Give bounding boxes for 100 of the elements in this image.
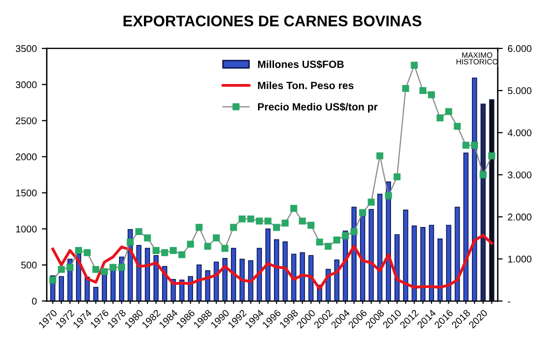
y-tick-label: 2500 (16, 117, 37, 124)
bar (144, 248, 150, 302)
point (273, 224, 280, 231)
point (342, 232, 349, 240)
point (368, 198, 375, 206)
y-tick-label: 3000 (16, 81, 37, 88)
bar (230, 248, 236, 302)
y-tick-label: 1500 (16, 190, 37, 196)
point (290, 204, 298, 212)
point (256, 218, 263, 225)
bar (463, 152, 468, 302)
point (230, 224, 237, 231)
y-tick-label: 3500 (16, 45, 37, 52)
bar (248, 260, 254, 302)
point (282, 220, 289, 227)
point (316, 238, 324, 246)
point (488, 152, 496, 160)
point (436, 114, 444, 122)
point (49, 276, 56, 284)
y-tick-label: 1000 (16, 226, 37, 232)
bar (454, 206, 460, 302)
point (298, 218, 306, 225)
point (135, 228, 142, 236)
point (402, 84, 410, 92)
point (333, 236, 340, 244)
point (152, 247, 160, 254)
y2-tick-label: 4.000 (508, 129, 532, 136)
point (212, 234, 220, 242)
bar (334, 259, 340, 302)
point (238, 215, 246, 222)
y-tick-label: 2000 (16, 153, 37, 160)
y2-tick-label: 6.000 (508, 45, 532, 52)
bar (420, 226, 426, 302)
point (264, 218, 272, 225)
point (196, 224, 203, 231)
bar (368, 208, 374, 302)
bar (265, 228, 271, 302)
bar (93, 286, 98, 302)
point (445, 108, 452, 116)
point (126, 238, 134, 246)
bar (360, 215, 366, 302)
point (100, 268, 108, 276)
y2-tick-label: 5.000 (508, 87, 532, 94)
bar (274, 239, 280, 302)
point (170, 247, 177, 254)
point (350, 228, 358, 236)
bar (480, 104, 486, 302)
bar (240, 258, 245, 302)
point (359, 209, 366, 216)
y2-tick-label: 1.000 (508, 256, 532, 263)
point (144, 234, 151, 242)
point (462, 142, 470, 149)
legend-label: Millones US$FOB (258, 60, 344, 69)
point (394, 173, 401, 180)
legend-label: Miles Ton. Peso res (258, 82, 354, 90)
point (84, 249, 91, 256)
point (110, 264, 116, 271)
y-tick-label: 0 (32, 298, 37, 305)
point (118, 264, 126, 271)
point (384, 192, 392, 200)
point (471, 142, 478, 149)
point (187, 240, 194, 248)
bar (58, 276, 64, 302)
bar (102, 273, 107, 302)
point (204, 242, 212, 250)
point (178, 251, 186, 258)
point (247, 215, 254, 222)
point (454, 122, 461, 130)
bar (403, 210, 408, 302)
point (428, 91, 435, 98)
y-tick-label: 500 (21, 262, 37, 269)
bar (214, 262, 219, 302)
bar (291, 254, 296, 302)
legend-label: Precio Medio US$/ton pr (258, 102, 378, 113)
point (419, 87, 426, 94)
bar (300, 252, 305, 302)
point (376, 152, 384, 160)
bar (438, 238, 443, 302)
y2-tick-label: 3.000 (508, 171, 532, 178)
bar (446, 224, 452, 302)
bar (472, 78, 478, 302)
point (75, 247, 82, 254)
point (58, 266, 65, 273)
point (66, 264, 74, 271)
bar (205, 270, 210, 302)
point (480, 171, 487, 178)
bar (282, 241, 288, 302)
bar (377, 194, 382, 302)
y2-tick-label: 2.000 (508, 214, 532, 220)
line-series (51, 234, 494, 290)
point (308, 222, 314, 229)
chart-title: EXPORTACIONES DE CARNES BOVINAS (124, 16, 422, 26)
bar (428, 224, 434, 302)
point (221, 244, 228, 252)
bar (412, 226, 417, 302)
bar (489, 99, 494, 302)
point (410, 62, 418, 69)
point (324, 242, 332, 250)
point (161, 249, 168, 256)
point (92, 266, 100, 273)
